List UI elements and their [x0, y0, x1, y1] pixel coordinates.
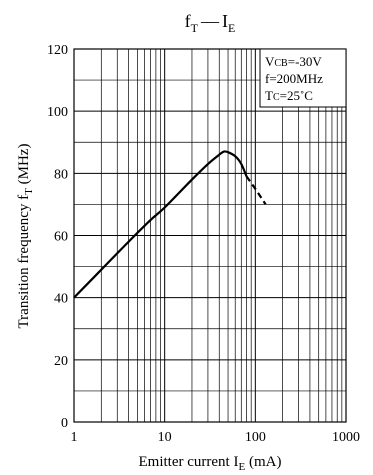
x-tick-label: 1000 [332, 430, 360, 445]
x-tick-labels: 1 10 100 1000 [71, 430, 361, 445]
y-axis-label-text: Transition frequency f [16, 195, 32, 329]
title-main-sub: T [191, 21, 199, 35]
condition-tc: TC=25˚C [265, 88, 313, 103]
series-line [73, 150, 248, 299]
plot-frame [73, 48, 347, 423]
y-tick-label: 60 [54, 230, 68, 245]
title-second: I [222, 11, 228, 31]
y-tick-label: 100 [47, 105, 68, 120]
series-layer [73, 150, 267, 299]
y-tick-label: 120 [47, 43, 68, 58]
conditions-box: VCB=-30V f=200MHz TC=25˚C [259, 48, 347, 108]
y-tick-label: 0 [61, 416, 68, 431]
x-axis-label-sub: E [238, 461, 245, 473]
title-main: f [185, 11, 191, 31]
title-second-sub: E [228, 21, 235, 35]
condition-vcb: VCB=-30V [265, 54, 322, 69]
x-tick-label: 100 [245, 430, 266, 445]
y-axis-label: Transition frequency fT (MHz) [16, 144, 35, 329]
y-tick-labels: 0 20 40 60 80 100 120 [47, 43, 68, 431]
condition-freq: f=200MHz [265, 71, 323, 86]
x-axis-label-unit: (mA) [245, 454, 281, 470]
y-tick-label: 20 [54, 354, 68, 369]
y-tick-label: 80 [54, 167, 68, 182]
x-tick-label: 1 [71, 430, 78, 445]
title-dash: — [200, 11, 220, 31]
series-line-dashed [245, 175, 267, 206]
chart-title: fT — IE [185, 11, 236, 35]
y-axis-label-unit: (MHz) [16, 144, 32, 189]
y-axis-label-sub: T [23, 188, 35, 195]
x-axis-label-text: Emitter current I [139, 454, 239, 470]
y-tick-label: 40 [54, 292, 68, 307]
x-axis-label: Emitter current IE (mA) [139, 454, 282, 473]
x-tick-label: 10 [158, 430, 172, 445]
